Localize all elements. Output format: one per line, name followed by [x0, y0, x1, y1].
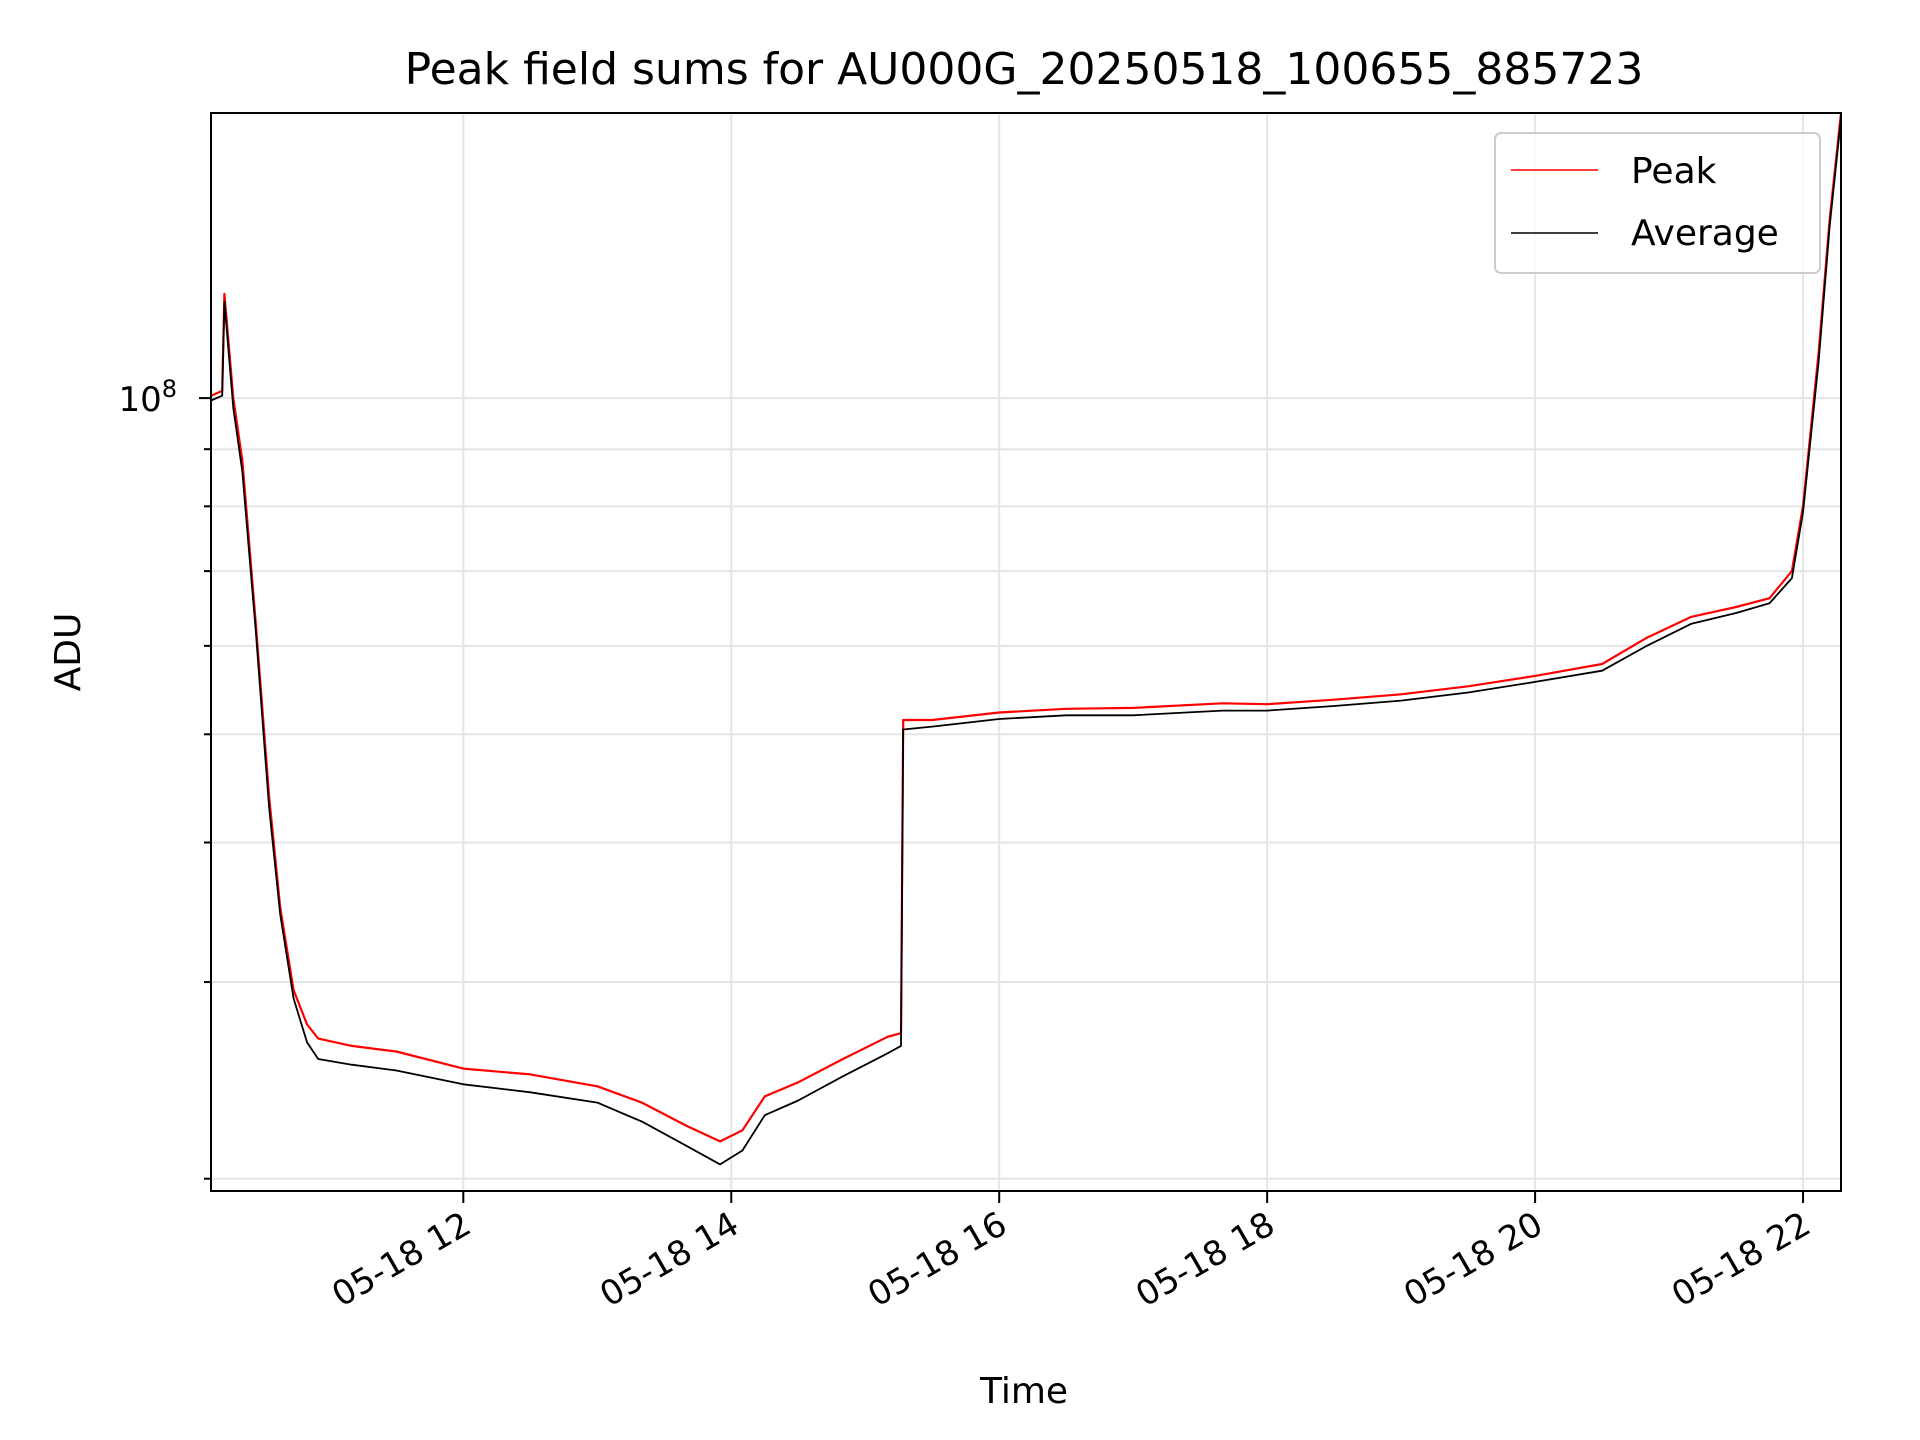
legend-average-label: Average	[1631, 213, 1779, 254]
y-axis: 108	[118, 375, 211, 1180]
legend-peak-label: Peak	[1631, 151, 1717, 192]
y-axis-label: ADU	[48, 613, 89, 692]
legend-box	[1494, 132, 1821, 274]
axes-frame	[210, 112, 1842, 1192]
chart-title: Peak field sums for AU000G_20250518_1006…	[405, 44, 1644, 95]
plot-area	[210, 112, 1843, 1166]
legend: Peak Average	[1494, 132, 1821, 274]
series-line-average	[210, 118, 1842, 1166]
grid-lines	[211, 113, 1841, 1191]
series-line-peak	[210, 112, 1843, 1143]
x-axis-label: Time	[979, 1371, 1068, 1412]
y-tick-label: 108	[118, 375, 177, 420]
